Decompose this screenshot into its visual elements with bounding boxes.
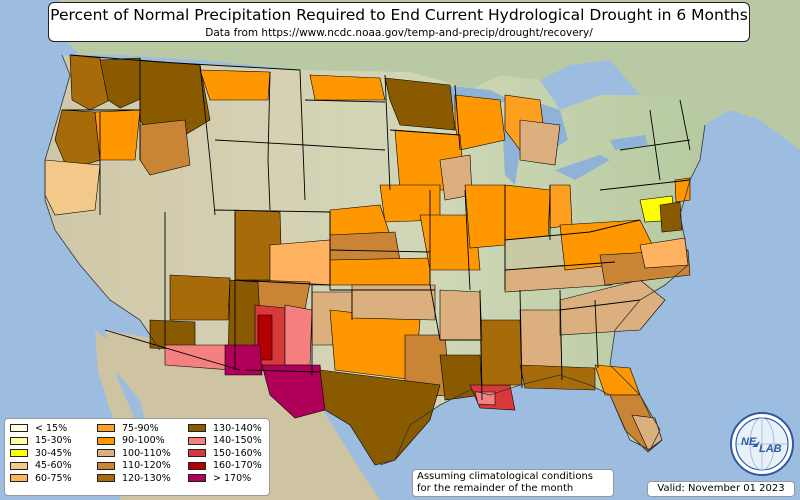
region-oh-west	[549, 184, 573, 229]
legend-item: 100-110%	[97, 447, 171, 460]
region-mi-south	[519, 119, 561, 166]
legend-label: 130-140%	[213, 422, 262, 434]
legend-column-3: 130-140% 140-150% 150-160% 160-170% > 17…	[188, 422, 262, 485]
legend-swatch	[97, 461, 115, 470]
legend-item: 140-150%	[188, 435, 262, 448]
map-subtitle: Data from https://www.ncdc.noaa.gov/temp…	[205, 27, 593, 39]
legend-swatch	[10, 461, 28, 470]
legend-swatch	[97, 424, 115, 433]
legend-item: 150-160%	[188, 447, 262, 460]
region-ga-sc	[559, 279, 666, 336]
legend-label: > 170%	[213, 472, 252, 484]
lake-ontario	[610, 135, 648, 150]
legend-column-2: 75-90% 90-100% 100-110% 110-120% 120-130…	[97, 422, 171, 485]
region-wa-or	[99, 57, 151, 109]
region-or-central	[94, 109, 141, 161]
legend-item: 75-90%	[97, 422, 171, 435]
logo-text-lab: LAB	[759, 443, 782, 455]
legend-item: 160-170%	[188, 460, 262, 473]
legend-label: 120-130%	[122, 472, 171, 484]
region-ar	[439, 289, 483, 341]
legend-swatch	[188, 461, 206, 470]
region-mn	[384, 77, 456, 131]
legend-item: 15-30%	[10, 435, 72, 448]
legend-label: 140-150%	[213, 435, 262, 447]
legend-label: 150-160%	[213, 447, 262, 459]
region-nd-mn	[309, 74, 386, 101]
legend-label: 45-60%	[35, 460, 72, 472]
region-il	[464, 184, 506, 249]
legend-item: 60-75%	[10, 472, 72, 485]
legend-swatch	[10, 436, 28, 445]
legend-swatch	[10, 474, 28, 483]
legend-label: < 15%	[35, 422, 68, 434]
note-line-2: for the remainder of the month	[417, 483, 574, 494]
legend-swatch	[10, 424, 28, 433]
legend-label: 100-110%	[122, 447, 171, 459]
legend-swatch	[188, 449, 206, 458]
legend-item: 130-140%	[188, 422, 262, 435]
legend-item: 30-45%	[10, 447, 72, 460]
legend-item: < 15%	[10, 422, 72, 435]
logo-text-ne: NE	[741, 436, 757, 448]
region-ca-north	[44, 159, 101, 216]
legend-label: 110-120%	[122, 460, 171, 472]
region-wi-mi	[454, 94, 506, 151]
region-mt-east	[199, 69, 271, 101]
title-box: Percent of Normal Precipitation Required…	[48, 2, 750, 42]
legend-label: 90-100%	[122, 435, 165, 447]
lake-erie	[555, 155, 610, 180]
legend-item: 120-130%	[97, 472, 171, 485]
region-co-east	[269, 239, 331, 286]
region-tx-westtip	[261, 364, 326, 419]
region-ms	[479, 319, 523, 386]
legend-item: 110-120%	[97, 460, 171, 473]
legend-label: 60-75%	[35, 472, 72, 484]
region-ks-north	[329, 231, 401, 263]
region-nj	[674, 177, 691, 203]
region-ne-south	[329, 204, 391, 236]
climatology-note: Assuming climatological conditions for t…	[412, 469, 614, 497]
region-az-north	[169, 274, 231, 321]
region-in	[504, 184, 551, 243]
region-ks	[329, 257, 431, 286]
region-md-brown	[659, 201, 683, 233]
region-wa-coast	[69, 54, 111, 111]
globe-icon: NE LAB	[735, 417, 789, 471]
legend-swatch	[188, 474, 206, 483]
legend-label: 30-45%	[35, 447, 72, 459]
legend-label: 15-30%	[35, 435, 72, 447]
legend-swatch	[10, 449, 28, 458]
legend-column-1: < 15% 15-30% 30-45% 45-60% 60-75%	[10, 422, 72, 485]
legend-swatch	[188, 436, 206, 445]
map-title: Percent of Normal Precipitation Required…	[50, 6, 748, 24]
note-line-1: Assuming climatological conditions	[417, 471, 593, 482]
valid-date: Valid: November 01 2023	[647, 481, 795, 497]
state-borders	[62, 54, 691, 401]
region-id-south	[139, 119, 191, 176]
legend-item: > 170%	[188, 472, 262, 485]
region-nm-magenta	[224, 344, 263, 376]
legend-label: 160-170%	[213, 460, 262, 472]
legend-swatch	[97, 436, 115, 445]
region-gulf-coast	[519, 364, 596, 391]
legend: < 15% 15-30% 30-45% 45-60% 60-75% 75-90%…	[4, 418, 270, 496]
legend-label: 75-90%	[122, 422, 159, 434]
legend-swatch	[97, 474, 115, 483]
legend-item: 45-60%	[10, 460, 72, 473]
nexlab-logo: NE LAB	[730, 412, 794, 476]
drought-regions	[44, 54, 691, 466]
legend-swatch	[97, 449, 115, 458]
us-coastline	[44, 54, 706, 466]
legend-item: 90-100%	[97, 435, 171, 448]
region-tx-south	[319, 369, 441, 466]
legend-swatch	[188, 424, 206, 433]
region-nm-pink	[284, 304, 313, 366]
